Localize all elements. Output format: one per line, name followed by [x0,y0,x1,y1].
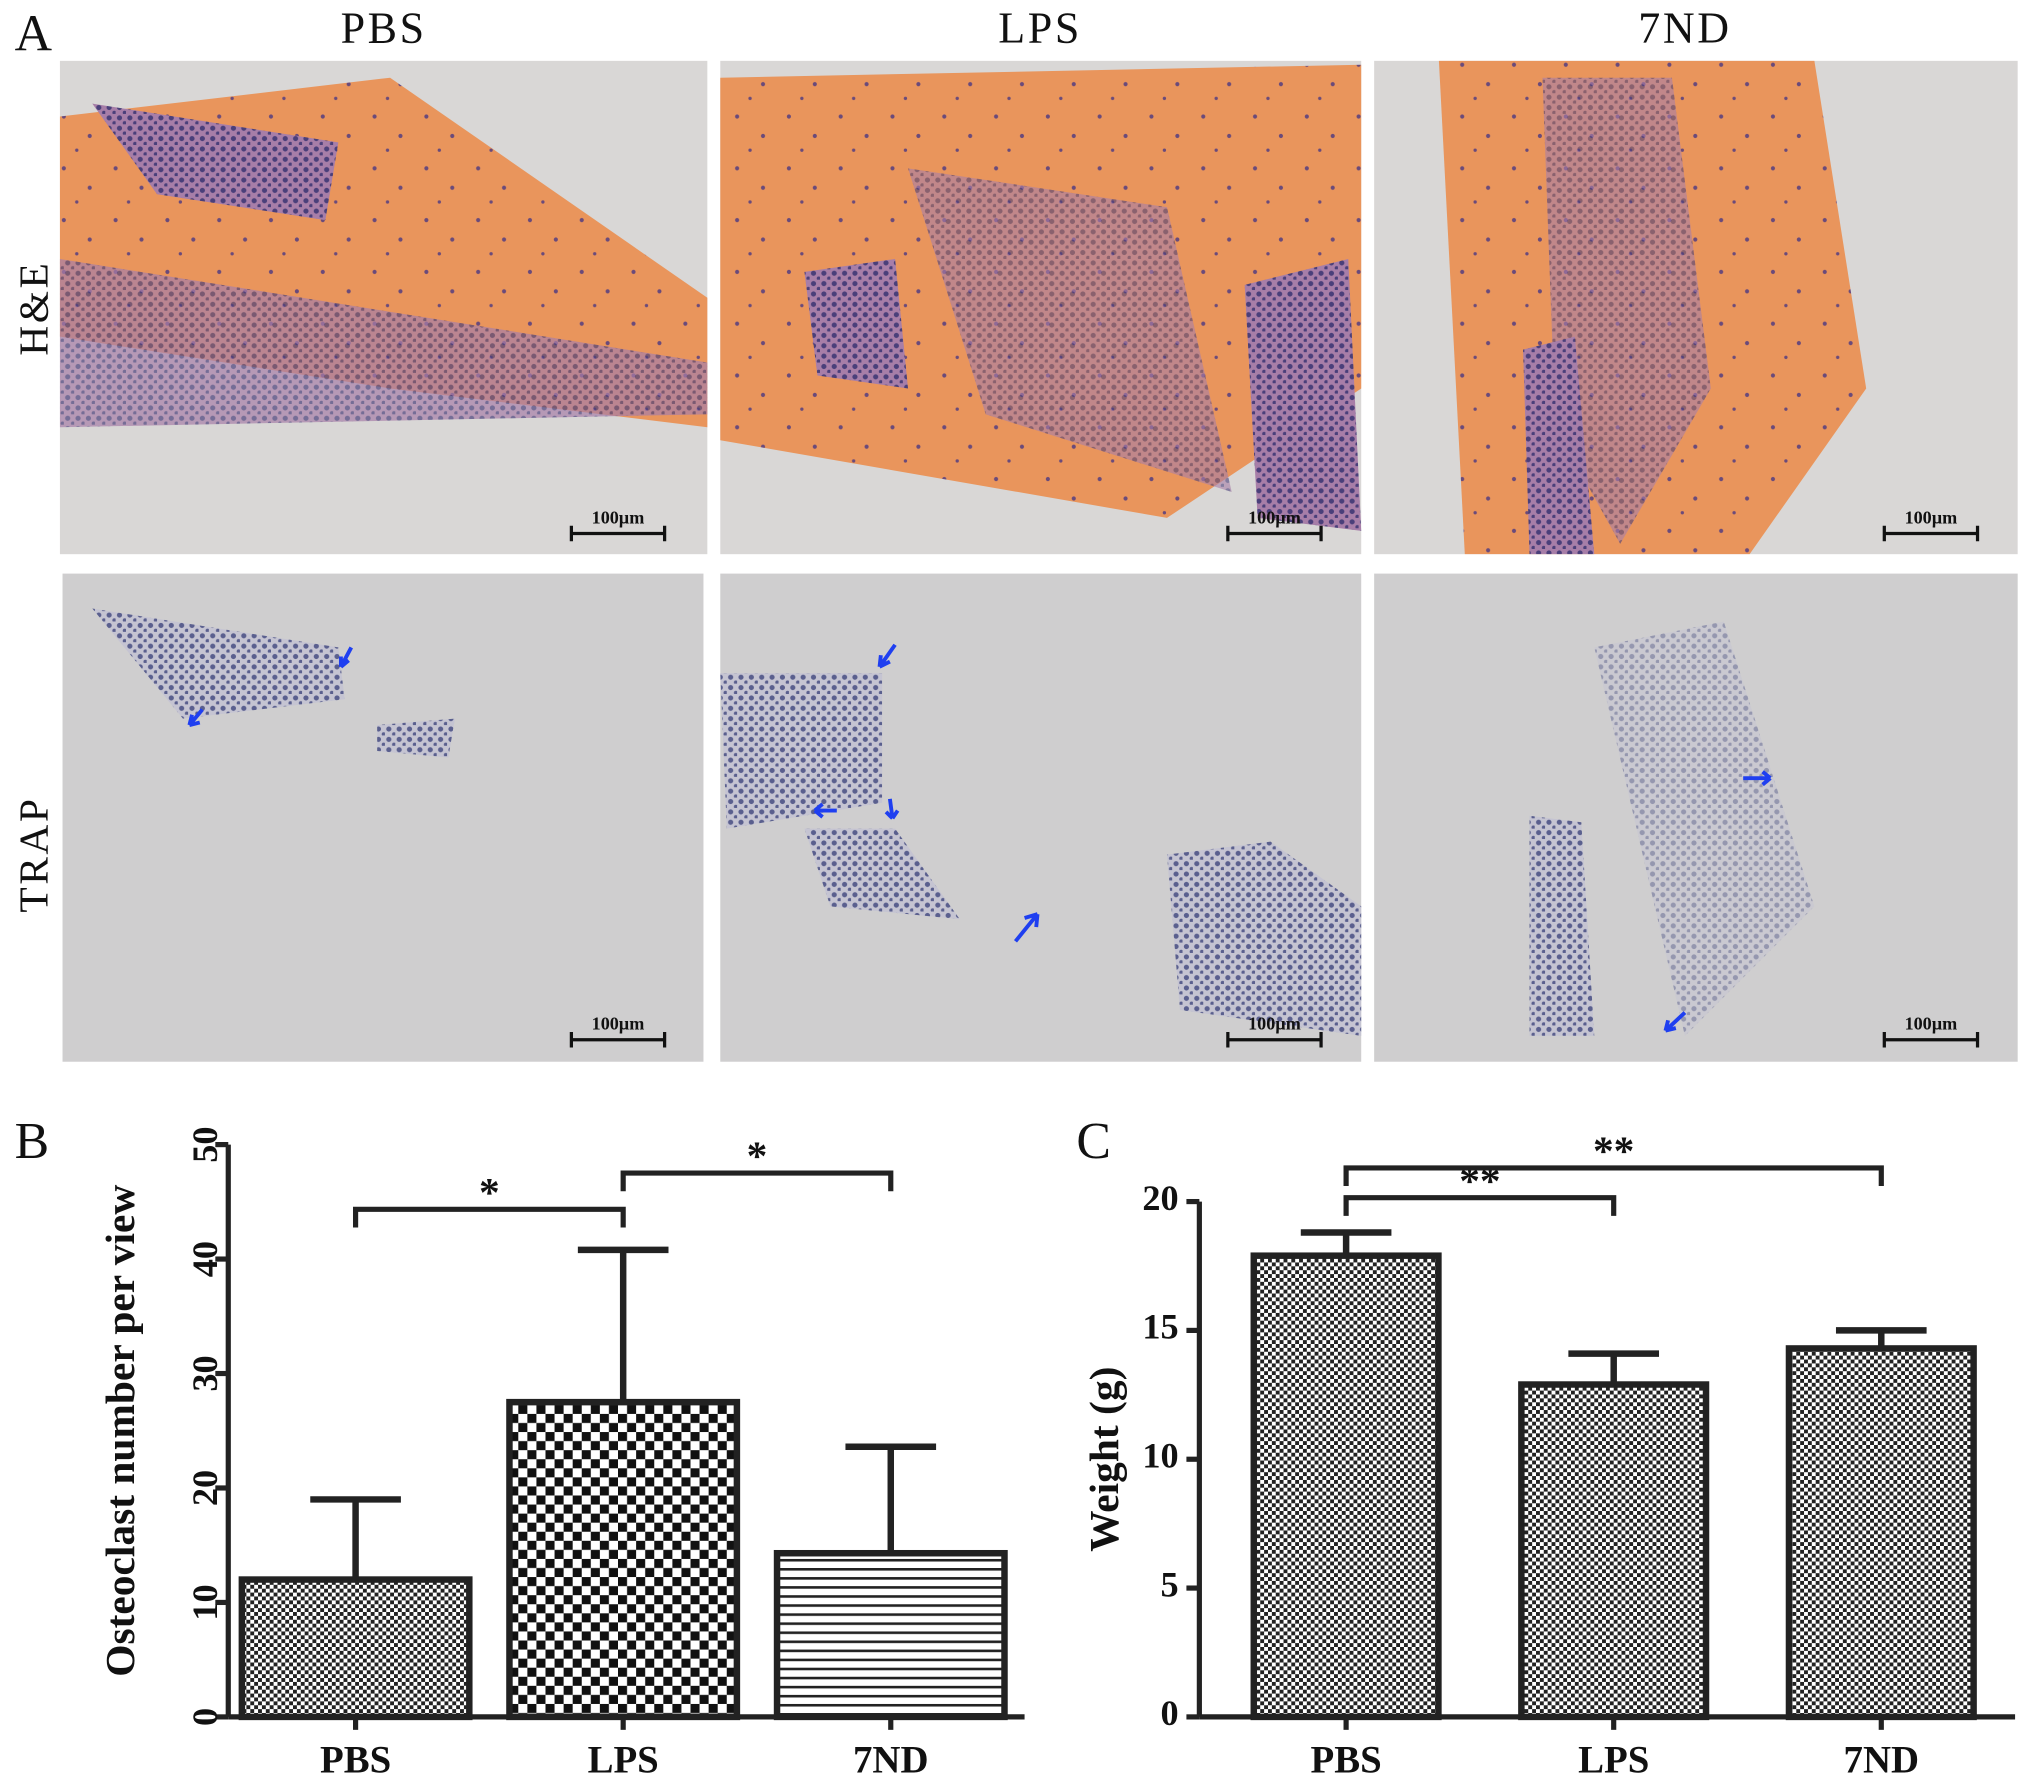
significance-bracket [352,1206,626,1228]
bar [1518,1381,1710,1721]
tissue [908,168,1232,493]
bar [506,1398,741,1721]
bar [238,1576,473,1721]
tissue [1166,841,1362,1036]
tissue [92,608,345,719]
scale-bar-label: 100µm [1248,507,1301,527]
y-axis-label: Osteoclast number per view [97,1185,143,1677]
y-tick-label: 30 [185,1355,225,1391]
x-tick-label: 7ND [853,1738,929,1781]
arrow [1743,770,1772,787]
significance-bracket [1343,1165,1884,1187]
error-bar [577,1246,669,1403]
tissue [59,258,708,428]
arrow [1663,1011,1687,1033]
error-bar [1835,1327,1927,1349]
error-bar [845,1443,937,1554]
chart: 0 10 20 30 40 50 Osteoclast number per view PBS… [97,1126,1025,1781]
column-label: 7ND [1638,3,1731,52]
y-axis-label: Weight (g) [1081,1367,1128,1552]
scale-bar-label: 100µm [592,1014,645,1034]
tissue [92,103,339,221]
scale-bar [569,525,667,542]
scale-bar [1226,525,1323,542]
error-bar [1300,1229,1392,1256]
row-label: TRAP [10,796,56,912]
x-tick-label: LPS [1578,1738,1649,1781]
y-tick-label: 10 [185,1584,225,1620]
tissue [1542,77,1711,544]
x-tick-label: PBS [1310,1738,1381,1781]
y-tick-label: 20 [185,1470,225,1506]
bar [1785,1345,1977,1721]
significance-label: * [747,1133,768,1179]
tissue [1244,258,1362,531]
tissue [804,828,960,920]
arrow [338,646,353,669]
tissue [720,673,883,829]
bar [1250,1252,1442,1721]
panel-label: B [15,1113,50,1170]
arrow [884,798,900,820]
scale-bar-label: 100µm [1905,1014,1958,1034]
error-bar [1568,1350,1660,1385]
tissue [377,718,455,758]
arrow [1013,912,1040,943]
column-label: LPS [998,3,1082,52]
column-label: PBS [341,3,427,52]
scale-bar-label: 100µm [1248,1014,1301,1034]
significance-bracket [1343,1195,1617,1216]
scale-bar-label: 100µm [1905,507,1958,527]
bar [773,1549,1008,1721]
scale-bar [1882,525,1980,542]
y-tick-label: 40 [185,1241,225,1277]
significance-label: ** [1593,1127,1634,1173]
y-tick-label: 0 [185,1708,225,1726]
arrows [187,643,1772,1033]
x-tick-label: PBS [320,1738,391,1781]
arrow [877,643,897,669]
y-tick-label: 5 [1161,1564,1179,1604]
scale-bar [1882,1031,1980,1048]
significance-label: ** [1459,1157,1500,1203]
tissue [804,258,909,389]
significance-label: * [479,1169,500,1215]
arrow [813,802,837,819]
y-tick-label: 0 [1161,1693,1179,1733]
panel-label: C [1076,1113,1111,1170]
arrow [187,708,204,727]
scale-bar [569,1031,667,1048]
y-tick-label: 10 [1142,1436,1178,1476]
significance-bracket [620,1170,894,1192]
row-label: H&E [10,261,56,356]
scale-bar [1226,1031,1323,1048]
y-tick-label: 15 [1142,1307,1178,1347]
error-bar [310,1496,401,1580]
x-tick-label: 7ND [1844,1738,1920,1781]
y-tick-label: 50 [185,1126,225,1162]
tissue [1529,815,1595,1036]
chart: 0 5 10 15 20 Weight (g) PBS LPS 7ND ** ** [1081,1127,2016,1781]
tissue [1523,336,1595,555]
tissue [1594,621,1815,1036]
panel-label: A [15,6,53,63]
x-tick-label: LPS [588,1738,659,1781]
scale-bar-label: 100µm [592,507,645,527]
y-tick-label: 20 [1142,1178,1178,1218]
micrographs [59,60,2018,1062]
